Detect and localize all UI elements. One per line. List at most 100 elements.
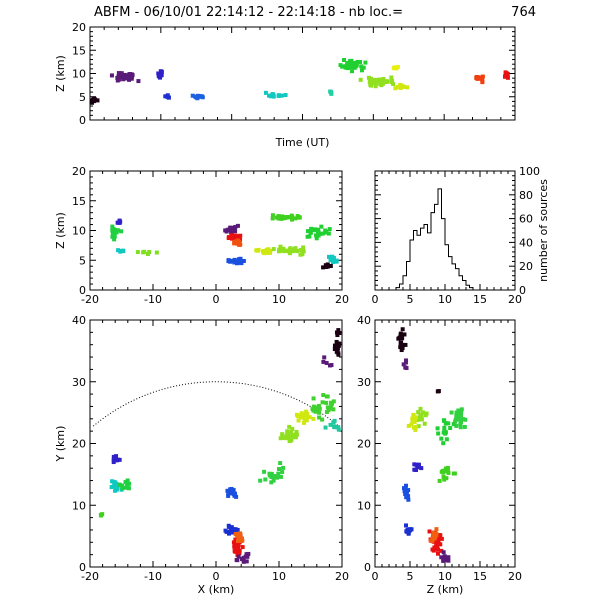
y-tick-label: 20 bbox=[519, 260, 533, 273]
source-point bbox=[233, 546, 238, 551]
source-point bbox=[459, 420, 464, 425]
source-point bbox=[321, 265, 326, 270]
source-point bbox=[286, 215, 291, 220]
source-point bbox=[190, 93, 195, 98]
source-point bbox=[412, 462, 417, 467]
source-point bbox=[278, 248, 283, 253]
x-tick-label: 15 bbox=[473, 570, 487, 583]
source-point bbox=[299, 411, 304, 416]
source-point bbox=[269, 475, 274, 480]
source-point bbox=[458, 422, 463, 427]
source-point bbox=[327, 227, 332, 232]
source-point bbox=[135, 250, 140, 255]
source-point bbox=[317, 410, 322, 415]
source-point bbox=[287, 438, 292, 443]
source-point bbox=[439, 536, 444, 541]
plot-frame bbox=[89, 319, 343, 568]
source-point bbox=[398, 84, 403, 89]
source-point bbox=[418, 406, 423, 411]
y-tick-label: 0 bbox=[79, 561, 86, 574]
source-point bbox=[123, 485, 128, 490]
source-point bbox=[112, 227, 117, 232]
x-tick-label: 0 bbox=[372, 570, 379, 583]
source-point bbox=[109, 73, 114, 78]
panel-x-y-plan: -20 -10 0 10 20 0 10 20 30 40 X (km) Y (km) bbox=[54, 314, 349, 596]
source-point bbox=[293, 435, 298, 440]
source-point bbox=[462, 424, 467, 429]
source-point bbox=[329, 404, 334, 409]
location-count: 764 bbox=[511, 5, 536, 20]
source-point bbox=[329, 401, 334, 406]
source-point bbox=[301, 249, 306, 254]
source-point bbox=[332, 347, 337, 352]
source-point bbox=[121, 248, 126, 253]
source-point bbox=[412, 467, 417, 472]
source-point bbox=[332, 343, 337, 348]
source-point bbox=[159, 73, 164, 78]
source-point bbox=[294, 429, 299, 434]
source-point bbox=[95, 98, 100, 103]
source-point bbox=[442, 418, 447, 423]
source-point bbox=[328, 263, 333, 268]
source-point bbox=[349, 58, 354, 63]
source-point bbox=[398, 331, 403, 336]
y-tick-label: 20 bbox=[357, 438, 371, 451]
source-point bbox=[404, 491, 409, 496]
source-point bbox=[270, 213, 275, 218]
source-point bbox=[438, 542, 443, 547]
source-point bbox=[298, 252, 303, 257]
source-point bbox=[283, 93, 288, 98]
y-axis-title: number of sources bbox=[537, 179, 550, 282]
source-point bbox=[324, 360, 329, 365]
source-point bbox=[233, 224, 238, 229]
source-point bbox=[317, 415, 322, 420]
source-point bbox=[413, 424, 418, 429]
source-point bbox=[283, 248, 288, 253]
source-point bbox=[99, 513, 104, 518]
source-point bbox=[302, 417, 307, 422]
source-point bbox=[435, 551, 440, 556]
source-point bbox=[434, 527, 439, 532]
source-point bbox=[311, 396, 316, 401]
source-point bbox=[442, 425, 447, 430]
source-point bbox=[326, 231, 331, 236]
y-tick-label: 0 bbox=[364, 561, 371, 574]
x-tick-label: 10 bbox=[438, 293, 452, 306]
x-tick-label: 20 bbox=[335, 570, 349, 583]
source-point bbox=[449, 410, 454, 415]
y-axis-title: Y (km) bbox=[54, 426, 67, 463]
source-point bbox=[433, 535, 438, 540]
source-point bbox=[439, 548, 444, 553]
source-point bbox=[284, 215, 289, 220]
plot-frame bbox=[89, 26, 516, 121]
y-tick-label: 80 bbox=[519, 189, 533, 202]
x-tick-label: 10 bbox=[272, 293, 286, 306]
source-point bbox=[400, 84, 405, 89]
source-point bbox=[427, 529, 432, 534]
source-point bbox=[397, 335, 402, 340]
source-point bbox=[305, 229, 310, 234]
source-point bbox=[403, 342, 408, 347]
source-point bbox=[276, 471, 281, 476]
source-point bbox=[307, 415, 312, 420]
source-point bbox=[238, 538, 243, 543]
source-point bbox=[404, 358, 409, 363]
source-point bbox=[278, 474, 283, 479]
source-point bbox=[91, 98, 96, 103]
source-point bbox=[402, 332, 407, 337]
source-point bbox=[232, 260, 237, 265]
source-point bbox=[316, 233, 321, 238]
panel-x-z: -20 -10 0 10 20 0 5 10 15 20 Z (km) bbox=[54, 165, 349, 306]
source-point bbox=[419, 412, 424, 417]
y-tick-label: 10 bbox=[72, 499, 86, 512]
source-point bbox=[231, 529, 236, 534]
source-point bbox=[232, 493, 237, 498]
source-point bbox=[446, 421, 451, 426]
source-point bbox=[332, 425, 337, 430]
source-point bbox=[480, 74, 485, 79]
source-point bbox=[331, 420, 336, 425]
source-point bbox=[455, 417, 460, 422]
source-point bbox=[411, 417, 416, 422]
x-axis-title: X (km) bbox=[198, 583, 235, 596]
source-point bbox=[309, 227, 314, 232]
